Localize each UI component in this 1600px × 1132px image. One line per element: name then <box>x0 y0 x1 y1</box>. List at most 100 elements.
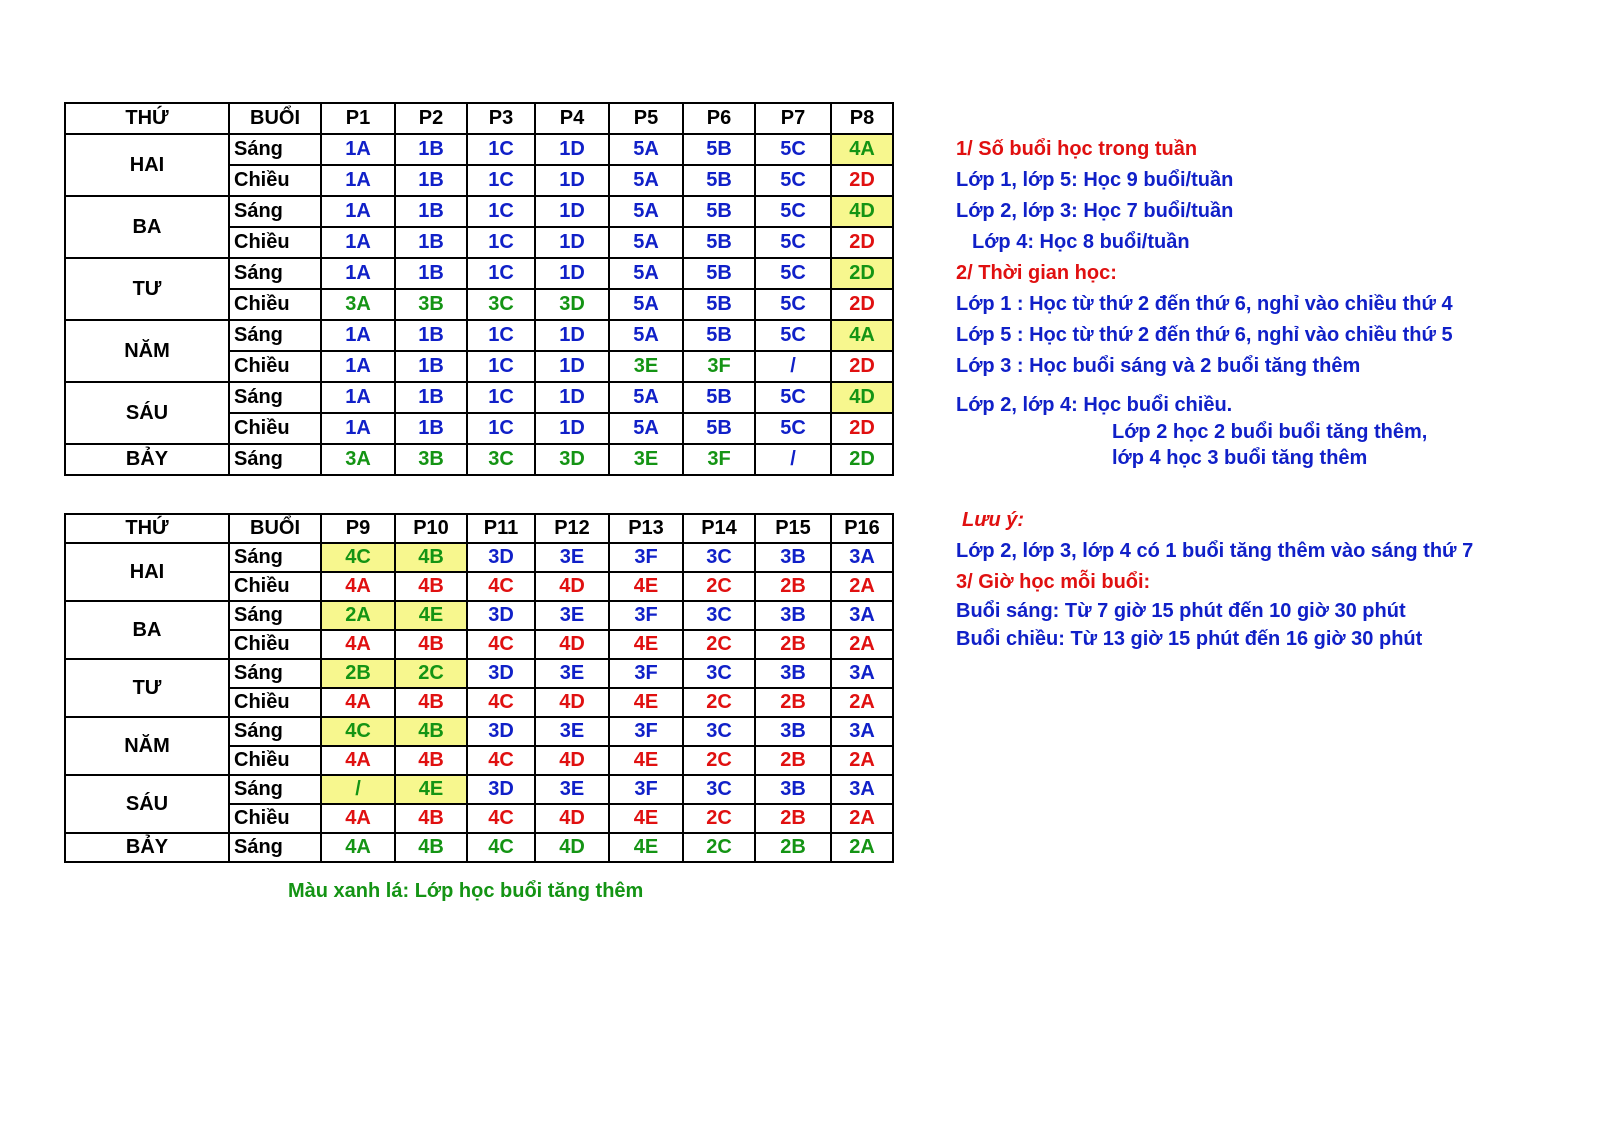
table-row: Chiều 4A 4B 4C 4D 4E 2C 2B 2A <box>65 687 894 718</box>
class-cell: 5C <box>754 412 832 445</box>
class-cell: 5B <box>682 164 756 197</box>
table-row: BA Sáng 2A 4E 3D 3E 3F 3C 3B 3A <box>64 600 894 660</box>
class-cell: 5A <box>608 381 684 414</box>
class-cell: 4E <box>608 629 684 660</box>
class-cell: 5C <box>754 195 832 228</box>
class-cell: 4B <box>394 542 468 573</box>
class-cell: 4A <box>320 687 396 718</box>
class-cell: 3E <box>534 600 610 631</box>
header-room: P3 <box>466 102 536 135</box>
class-cell: 1A <box>320 350 396 383</box>
class-cell: 3B <box>394 443 468 476</box>
header-room: P8 <box>830 102 894 135</box>
class-cell: 3B <box>394 288 468 321</box>
class-cell: 4C <box>466 571 536 602</box>
note-line: Lưu ý: <box>962 509 1025 531</box>
header-row: THỨ BUỔI P1 P2 P3 P4 P5 P6 P7 P8 <box>64 102 894 135</box>
class-cell: 5A <box>608 226 684 259</box>
day-cell: SÁU <box>64 774 230 834</box>
session-cell: Sáng <box>228 381 322 414</box>
session-cell: Sáng <box>228 716 322 747</box>
class-cell: 3A <box>320 443 396 476</box>
class-cell: 1D <box>534 257 610 290</box>
class-cell: 5B <box>682 133 756 166</box>
session-cell: Sáng <box>228 195 322 228</box>
class-cell: 3D <box>534 443 610 476</box>
class-cell: 1C <box>466 257 536 290</box>
class-cell: 4D <box>830 381 894 414</box>
class-cell: 4D <box>534 629 610 660</box>
class-cell: 4A <box>320 803 396 834</box>
class-cell: 4E <box>608 687 684 718</box>
class-cell: 3A <box>830 774 894 805</box>
class-cell: 2B <box>754 687 832 718</box>
class-cell: 4C <box>466 745 536 776</box>
session-cell: Sáng <box>228 443 322 476</box>
class-cell: 4D <box>534 571 610 602</box>
class-cell: 3D <box>466 658 536 689</box>
table-row: Chiều 3A 3B 3C 3D 5A 5B 5C 2D <box>65 288 894 321</box>
session-cell: Sáng <box>228 832 322 863</box>
class-cell: 4A <box>830 319 894 352</box>
note-line: Lớp 1, lớp 5: Học 9 buổi/tuần <box>956 169 1234 191</box>
class-cell: 1A <box>320 195 396 228</box>
class-cell: 1A <box>320 412 396 445</box>
class-cell: 4E <box>608 832 684 863</box>
day-cell: SÁU <box>64 381 230 445</box>
class-cell: 3C <box>682 542 756 573</box>
class-cell: 3E <box>534 658 610 689</box>
class-cell: 1C <box>466 195 536 228</box>
class-cell: 5A <box>608 133 684 166</box>
class-cell: 4B <box>394 832 468 863</box>
header-room: P10 <box>394 513 468 544</box>
class-cell: 1B <box>394 133 468 166</box>
header-room: P9 <box>320 513 396 544</box>
class-cell: 1A <box>320 381 396 414</box>
class-cell: 2A <box>320 600 396 631</box>
note-line: Lớp 2 học 2 buổi buổi tăng thêm, <box>1112 421 1428 443</box>
session-cell: Chiều <box>228 412 322 445</box>
table-row: NĂM Sáng 4C 4B 3D 3E 3F 3C 3B 3A <box>64 716 894 776</box>
header-session: BUỔI <box>228 102 322 135</box>
class-cell: 3A <box>830 716 894 747</box>
class-cell: 3C <box>466 443 536 476</box>
note-line: Lớp 4: Học 8 buổi/tuần <box>972 231 1190 253</box>
header-session: BUỔI <box>228 513 322 544</box>
session-cell: Sáng <box>228 600 322 631</box>
session-cell: Sáng <box>228 658 322 689</box>
class-cell: 5A <box>608 319 684 352</box>
class-cell: 3B <box>754 716 832 747</box>
day-cell: NĂM <box>64 319 230 383</box>
note-line: 1/ Số buổi học trong tuần <box>956 138 1198 160</box>
table-row: Chiều 4A 4B 4C 4D 4E 2C 2B 2A <box>65 571 894 602</box>
note-line: Lớp 1 : Học từ thứ 2 đến thứ 6, nghỉ vào… <box>956 293 1453 315</box>
table-row: TƯ Sáng 1A 1B 1C 1D 5A 5B 5C 2D <box>64 257 894 321</box>
class-cell: 3E <box>534 542 610 573</box>
class-cell: 3E <box>608 443 684 476</box>
class-cell: 1B <box>394 257 468 290</box>
class-cell: 3C <box>682 716 756 747</box>
note-line: lớp 4 học 3 buổi tăng thêm <box>1112 447 1368 469</box>
class-cell: 2B <box>320 658 396 689</box>
class-cell: 2D <box>830 257 894 290</box>
session-cell: Chiều <box>228 288 322 321</box>
class-cell: 5C <box>754 257 832 290</box>
class-cell: 4D <box>534 745 610 776</box>
class-cell: 5A <box>608 257 684 290</box>
class-cell: 2A <box>830 687 894 718</box>
class-cell: 3B <box>754 658 832 689</box>
header-room: P1 <box>320 102 396 135</box>
note-line: 2/ Thời gian học: <box>956 262 1117 284</box>
table-row: HAI Sáng 1A 1B 1C 1D 5A 5B 5C 4A <box>64 133 894 197</box>
header-day: THỨ <box>64 513 230 544</box>
class-cell: 1C <box>466 226 536 259</box>
class-cell: 1D <box>534 195 610 228</box>
class-cell: 5B <box>682 226 756 259</box>
class-cell: 3F <box>608 542 684 573</box>
class-cell: 1D <box>534 319 610 352</box>
header-room: P11 <box>466 513 536 544</box>
class-cell: 2C <box>682 803 756 834</box>
class-cell: 5C <box>754 164 832 197</box>
class-cell: 5A <box>608 288 684 321</box>
class-cell: 4B <box>394 803 468 834</box>
